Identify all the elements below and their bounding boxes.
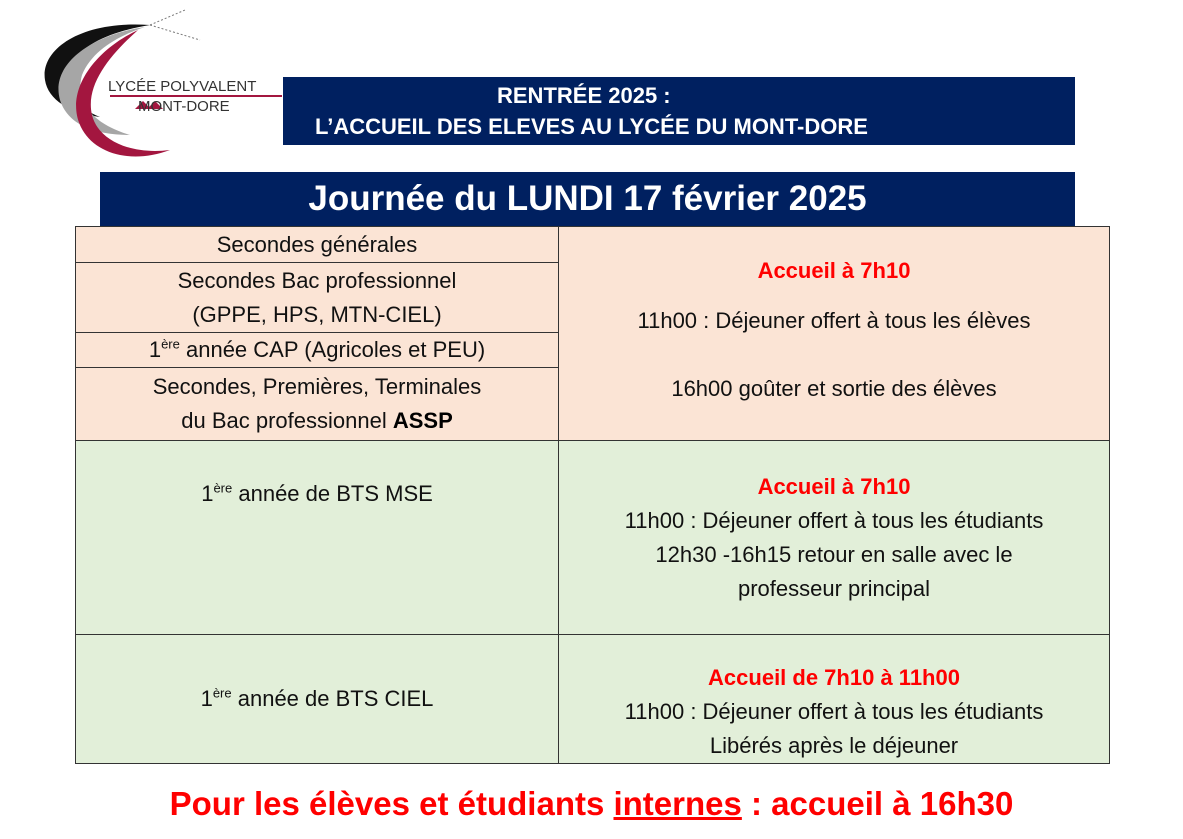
logo-text-1: LYCÉE POLYVALENT: [108, 78, 256, 95]
schedule-line: 11h00 : Déjeuner offert à tous les élève…: [637, 307, 1031, 333]
class-cell: Secondes, Premières, Terminales du Bac pr…: [75, 367, 559, 441]
schedule-cell: Accueil de 7h10 à 11h00 11h00 : Déjeuner …: [558, 634, 1110, 764]
class-cell: Secondes Bac professionnel (GPPE, HPS, MT…: [75, 262, 559, 333]
class-cell: 1ère année de BTS MSE: [75, 440, 559, 635]
banner-line-1: RENTRÉE 2025 :: [497, 83, 671, 108]
school-logo: LYCÉE POLYVALENT MONT-DORE: [20, 5, 290, 170]
accueil-time: Accueil à 7h10: [757, 257, 911, 283]
class-cell: Secondes générales: [75, 226, 559, 263]
banner-line-2: L’ACCUEIL DES ELEVES AU LYCÉE DU MONT-DO…: [315, 114, 868, 139]
schedule-table: Secondes générales Accueil à 7h10 11h00 …: [75, 226, 1110, 764]
logo-text-2: MONT-DORE: [138, 98, 230, 115]
schedule-cell: Accueil à 7h10 11h00 : Déjeuner offert à …: [558, 440, 1110, 635]
header-banner: RENTRÉE 2025 : L’ACCUEIL DES ELEVES AU L…: [283, 77, 1075, 145]
class-cell: 1ère année CAP (Agricoles et PEU): [75, 332, 559, 368]
class-cell: 1ère année de BTS CIEL: [75, 634, 559, 764]
schedule-cell: Accueil à 7h10 11h00 : Déjeuner offert à…: [558, 226, 1110, 441]
schedule-line: 16h00 goûter et sortie des élèves: [671, 375, 997, 401]
footer-note: Pour les élèves et étudiants internes : …: [169, 785, 1014, 822]
day-title: Journée du LUNDI 17 février 2025: [100, 172, 1075, 226]
